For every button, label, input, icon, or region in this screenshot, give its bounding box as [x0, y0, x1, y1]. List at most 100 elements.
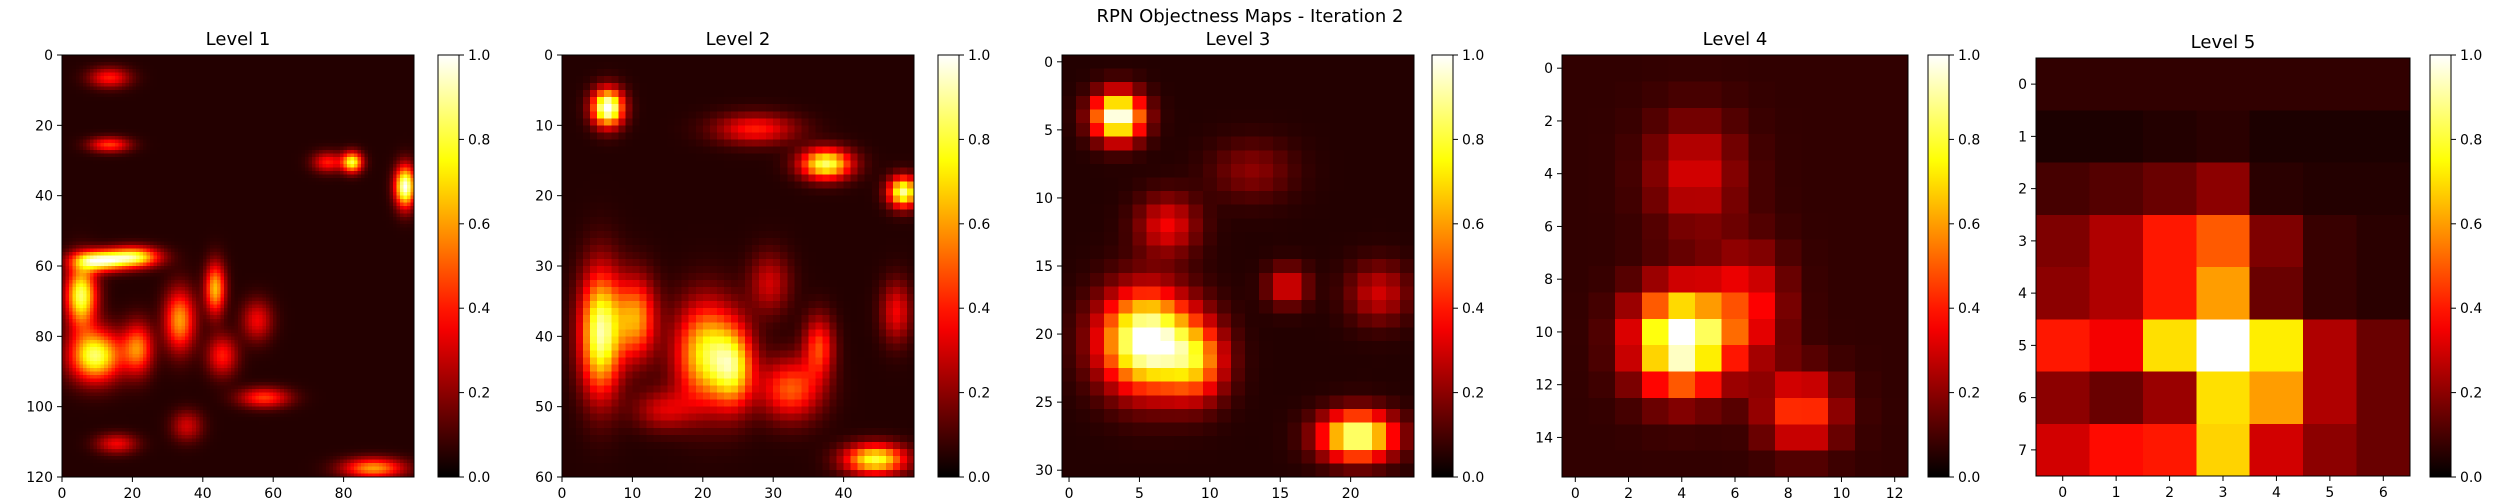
- heatmap-cell: [135, 114, 141, 119]
- heatmap-cell: [167, 227, 172, 232]
- heatmap-cell: [287, 58, 292, 63]
- heatmap-cell: [181, 199, 186, 204]
- heatmap-cell: [248, 90, 253, 95]
- heatmap-cell: [199, 192, 204, 197]
- heatmap-cell: [107, 93, 112, 98]
- heatmap-cell: [62, 93, 67, 98]
- heatmap-cell: [111, 93, 116, 98]
- heatmap-cell: [311, 156, 317, 162]
- heatmap-cell: [301, 153, 306, 158]
- heatmap-cell: [76, 83, 81, 88]
- heatmap-cell: [160, 209, 165, 214]
- heatmap-cell: [213, 97, 218, 102]
- heatmap-cell: [350, 178, 355, 183]
- heatmap-cell: [276, 65, 281, 70]
- heatmap-cell: [79, 135, 84, 140]
- heatmap-cell: [399, 174, 405, 179]
- heatmap-cell: [206, 216, 211, 221]
- heatmap-cell: [142, 125, 148, 130]
- heatmap-cell: [139, 160, 144, 165]
- heatmap-cell: [174, 86, 179, 91]
- heatmap-cell: [343, 107, 348, 112]
- heatmap-cell: [396, 167, 401, 172]
- heatmap-cell: [62, 188, 67, 193]
- heatmap-cell: [283, 107, 288, 112]
- heatmap-cell: [245, 199, 250, 204]
- heatmap-cell: [252, 97, 257, 102]
- heatmap-cell: [202, 213, 207, 218]
- heatmap-cell: [318, 192, 324, 197]
- heatmap-cell: [192, 220, 197, 225]
- heatmap-cell: [72, 227, 77, 232]
- heatmap-cell: [399, 135, 405, 140]
- heatmap-cell: [86, 76, 91, 81]
- heatmap-cell: [290, 171, 295, 176]
- heatmap-cell: [252, 107, 257, 112]
- heatmap-cell: [336, 97, 341, 102]
- heatmap-cell: [104, 192, 109, 197]
- heatmap-cell: [93, 135, 98, 140]
- heatmap-cell: [93, 65, 98, 70]
- heatmap-cell: [297, 58, 302, 63]
- heatmap-cell: [294, 118, 299, 123]
- heatmap-cell: [290, 55, 295, 60]
- heatmap-cell: [76, 199, 81, 204]
- heatmap-cell: [406, 83, 412, 88]
- heatmap-cell: [311, 213, 317, 218]
- heatmap-cell: [86, 213, 91, 218]
- heatmap-cell: [104, 171, 109, 176]
- heatmap-cell: [389, 156, 394, 162]
- heatmap-cell: [357, 55, 362, 60]
- heatmap-cell: [178, 223, 183, 228]
- heatmap-cell: [294, 153, 299, 158]
- heatmap-cell: [181, 178, 186, 183]
- heatmap-cell: [227, 121, 232, 126]
- heatmap-cell: [347, 135, 352, 140]
- heatmap-cell: [72, 72, 77, 77]
- heatmap-cell: [410, 86, 415, 91]
- heatmap-cell: [139, 72, 144, 77]
- heatmap-cell: [93, 79, 98, 84]
- heatmap-cell: [410, 111, 415, 116]
- heatmap-cell: [97, 174, 102, 179]
- heatmap-cell: [269, 93, 274, 98]
- heatmap-cell: [216, 79, 221, 84]
- heatmap-cell: [181, 174, 186, 179]
- heatmap-cell: [357, 65, 362, 70]
- heatmap-cell: [164, 132, 169, 137]
- heatmap-cell: [266, 146, 271, 151]
- heatmap-cell: [389, 58, 394, 63]
- heatmap-cell: [216, 146, 221, 151]
- heatmap-cell: [230, 199, 236, 204]
- heatmap-cell: [181, 227, 186, 232]
- heatmap-cell: [167, 185, 172, 190]
- heatmap-cell: [181, 202, 186, 207]
- heatmap-cell: [139, 139, 144, 144]
- heatmap-cell: [354, 58, 359, 63]
- heatmap-cell: [318, 114, 324, 119]
- heatmap-cell: [227, 213, 232, 218]
- heatmap-cell: [199, 174, 204, 179]
- heatmap-cell: [153, 216, 158, 221]
- heatmap-cell: [132, 128, 137, 133]
- heatmap-cell: [368, 146, 373, 151]
- heatmap-cell: [150, 160, 155, 165]
- heatmap-cell: [248, 146, 253, 151]
- heatmap-cell: [371, 83, 376, 88]
- heatmap-cell: [273, 209, 278, 214]
- heatmap-cell: [86, 188, 91, 193]
- heatmap-cell: [245, 118, 250, 123]
- heatmap-cell: [157, 142, 162, 148]
- heatmap-cell: [368, 206, 373, 211]
- heatmap-cell: [361, 58, 366, 63]
- heatmap-cell: [287, 156, 292, 162]
- heatmap-cell: [406, 90, 412, 95]
- heatmap-cell: [128, 86, 133, 91]
- heatmap-cell: [308, 223, 313, 228]
- heatmap-cell: [160, 156, 165, 162]
- heatmap-cell: [199, 97, 204, 102]
- heatmap-cell: [357, 132, 362, 137]
- heatmap-cell: [329, 100, 334, 105]
- heatmap-cell: [188, 209, 193, 214]
- heatmap-cell: [378, 199, 383, 204]
